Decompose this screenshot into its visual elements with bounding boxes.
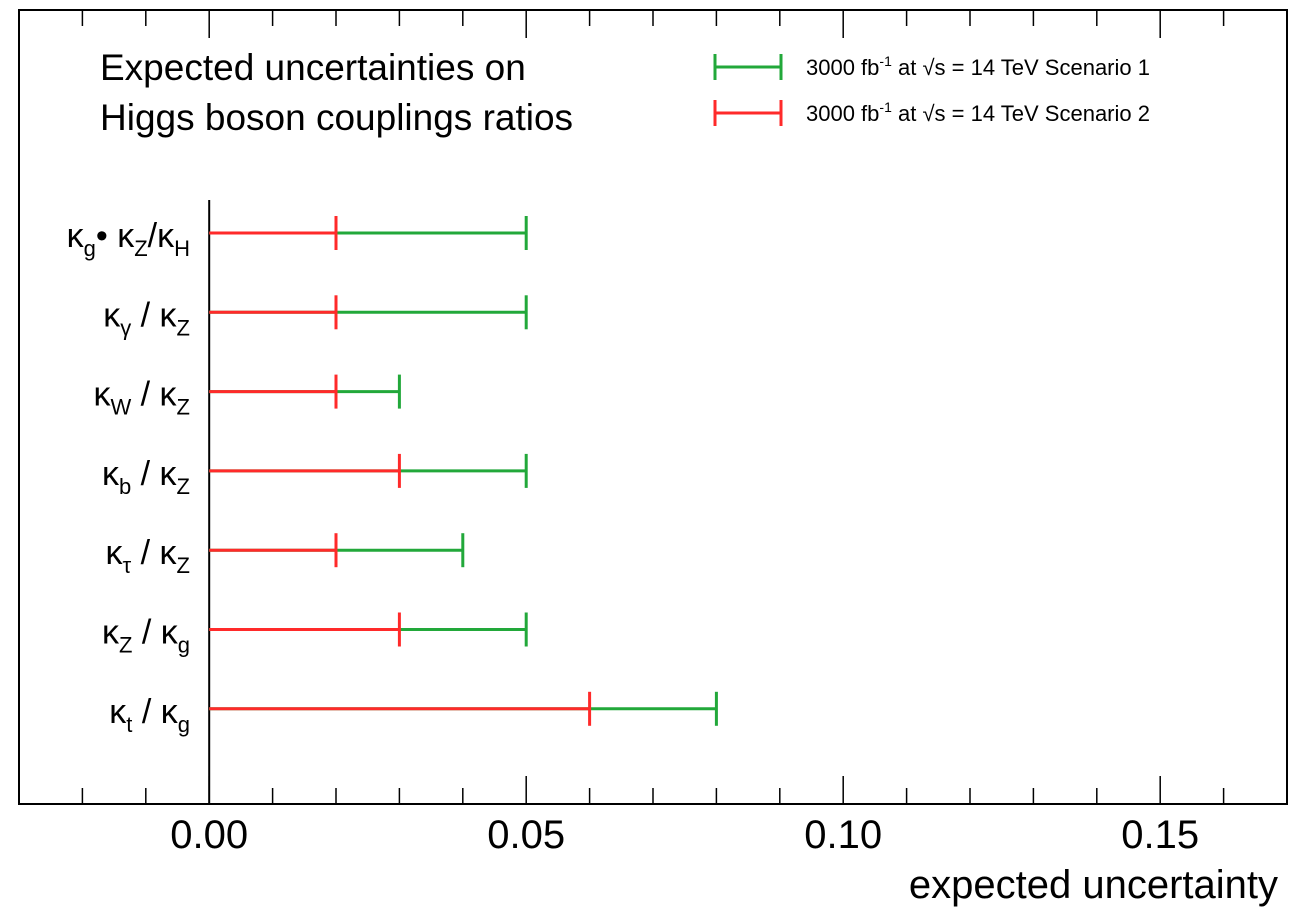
x-tick-label: 0.10: [804, 813, 882, 857]
category-label: κW / κZ: [93, 376, 190, 420]
chart-title: Expected uncertainties on Higgs boson co…: [100, 47, 573, 138]
x-axis-label: expected uncertainty: [909, 863, 1278, 907]
x-tick-label: 0.05: [487, 813, 565, 857]
x-tick-label: 0.15: [1121, 813, 1199, 857]
legend-label: 3000 fb-1 at √s = 14 TeV Scenario 1: [806, 53, 1150, 80]
legend: 3000 fb-1 at √s = 14 TeV Scenario 1 3000 …: [713, 53, 1150, 126]
error-bars: [209, 216, 718, 726]
category-label: κZ / κg: [102, 614, 190, 658]
title-line-1: Expected uncertainties on: [100, 47, 526, 88]
x-tick-labels: 0.00 0.05 0.10 0.15: [170, 813, 1199, 857]
category-labels: κg• κZ/κH κγ / κZ κW / κZ κb / κZ κτ / κZ κZ …: [67, 217, 190, 737]
x-tick-label: 0.00: [170, 813, 248, 857]
category-label: κγ / κZ: [103, 296, 190, 340]
tick-marks: [81, 10, 1225, 804]
legend-label: 3000 fb-1 at √s = 14 TeV Scenario 2: [806, 99, 1150, 126]
category-label: κb / κZ: [102, 455, 190, 499]
category-label: κt / κg: [109, 693, 190, 737]
category-label: κg• κZ/κH: [67, 217, 190, 261]
title-line-2: Higgs boson couplings ratios: [100, 97, 573, 138]
category-label: κτ / κZ: [106, 534, 191, 578]
